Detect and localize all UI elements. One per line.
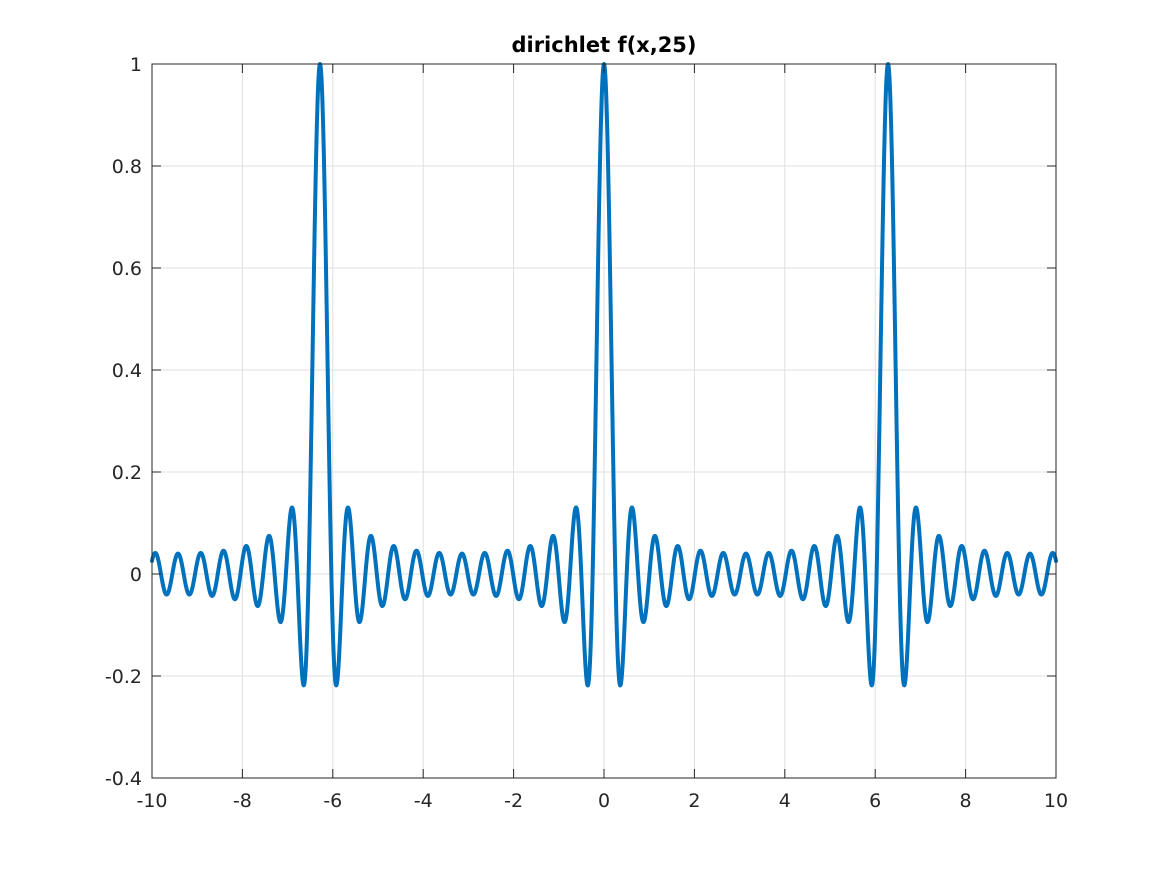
x-tick-label: -6 xyxy=(323,790,342,812)
y-tick-label: 0 xyxy=(130,564,142,586)
x-tick-label: -4 xyxy=(414,790,433,812)
x-tick-label: 2 xyxy=(688,790,700,812)
y-tick-label: 0.4 xyxy=(112,360,142,382)
y-tick-label: 1 xyxy=(130,54,142,76)
x-tick-label: 0 xyxy=(598,790,610,812)
x-tick-label: 6 xyxy=(869,790,881,812)
tick-labels: -10 -8 -6 -4 -2 0 2 4 6 8 10 -0.4 -0.2 0 0.2 0.4 0.6 0.8 1 xyxy=(105,54,1068,812)
y-tick-label: 0.8 xyxy=(112,156,142,178)
y-tick-label: -0.2 xyxy=(105,666,142,688)
y-tick-label: 0.2 xyxy=(112,462,142,484)
y-tick-label: -0.4 xyxy=(105,768,142,790)
chart-title: dirichlet f(x,25) xyxy=(511,33,696,57)
x-tick-label: 4 xyxy=(779,790,791,812)
ticks xyxy=(151,63,1057,779)
x-tick-label: -2 xyxy=(504,790,523,812)
x-tick-label: -8 xyxy=(233,790,252,812)
x-tick-label: 10 xyxy=(1044,790,1068,812)
x-tick-label: 8 xyxy=(960,790,972,812)
x-tick-label: -10 xyxy=(136,790,167,812)
y-tick-label: 0.6 xyxy=(112,258,142,280)
